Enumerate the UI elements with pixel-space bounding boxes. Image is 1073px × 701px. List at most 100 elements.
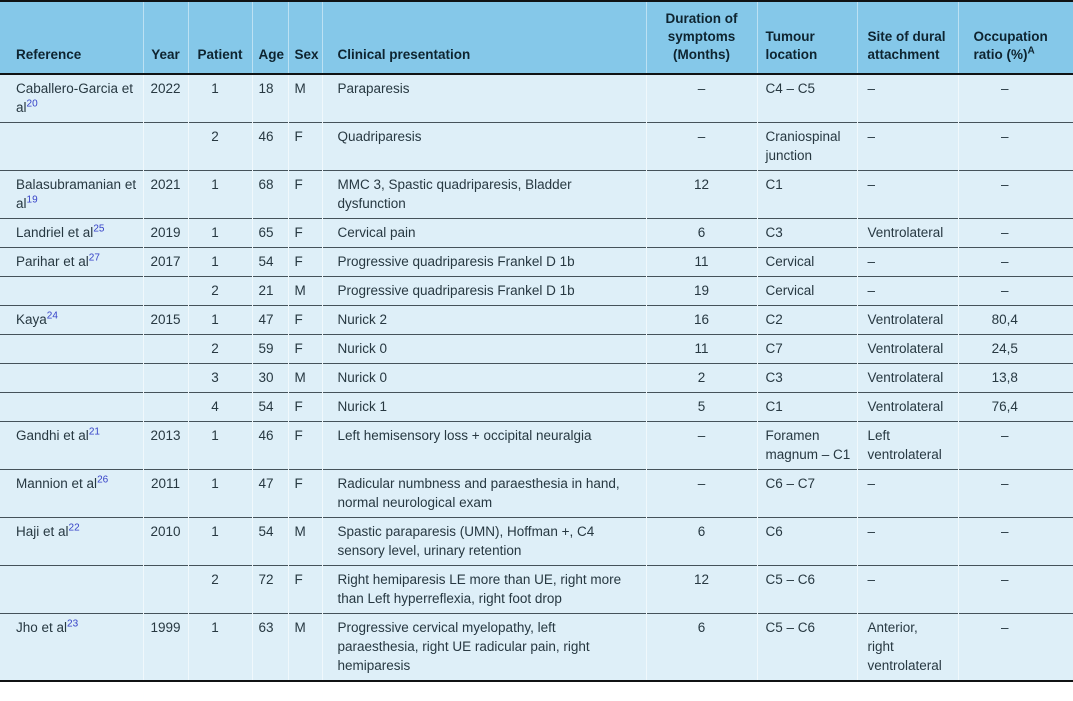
cell-patient: 1 bbox=[187, 421, 252, 470]
cell-age: 30 bbox=[251, 363, 288, 393]
cell-sex: F bbox=[287, 469, 322, 518]
reference-text: Landriel et al bbox=[16, 225, 94, 240]
table-row: Haji et al22 2010 1 54 M Spastic parapar… bbox=[0, 517, 1073, 566]
citation-link[interactable]: 22 bbox=[68, 522, 80, 534]
cell-duration: 11 bbox=[645, 247, 757, 277]
cell-reference: Haji et al22 bbox=[0, 517, 143, 566]
cell-patient: 2 bbox=[187, 122, 252, 171]
header-row: Reference Year Patient Age Sex Clinical … bbox=[0, 1, 1073, 74]
cell-tumour-location: C6 – C7 bbox=[756, 469, 857, 518]
cell-year bbox=[142, 392, 188, 422]
cell-year: 2019 bbox=[142, 218, 188, 248]
cell-dural-attachment: – bbox=[856, 74, 958, 123]
cell-reference bbox=[0, 363, 143, 393]
cell-age: 46 bbox=[251, 421, 288, 470]
citation-link[interactable]: 26 bbox=[97, 474, 109, 486]
cell-year bbox=[142, 276, 188, 306]
col-header-clinical-presentation: Clinical presentation bbox=[321, 1, 646, 74]
cell-reference: Parihar et al27 bbox=[0, 247, 143, 277]
cell-sex: F bbox=[287, 421, 322, 470]
cell-patient: 3 bbox=[187, 363, 252, 393]
cell-duration: 16 bbox=[645, 305, 757, 335]
cell-age: 63 bbox=[251, 613, 288, 681]
cell-age: 54 bbox=[251, 392, 288, 422]
cell-age: 21 bbox=[251, 276, 288, 306]
paper-table-page: Reference Year Patient Age Sex Clinical … bbox=[0, 0, 1073, 682]
cell-reference bbox=[0, 122, 143, 171]
cell-patient: 4 bbox=[187, 392, 252, 422]
table-body: Caballero-Garcia et al20 2022 1 18 M Par… bbox=[0, 74, 1073, 681]
cell-year: 2013 bbox=[142, 421, 188, 470]
cell-tumour-location: C1 bbox=[756, 170, 857, 219]
cell-reference bbox=[0, 334, 143, 364]
cell-sex: M bbox=[287, 74, 322, 123]
case-series-table: Reference Year Patient Age Sex Clinical … bbox=[0, 0, 1073, 682]
cell-tumour-location: C3 bbox=[756, 218, 857, 248]
citation-link[interactable]: 25 bbox=[93, 223, 105, 235]
cell-occupation-ratio: – bbox=[957, 613, 1073, 681]
cell-dural-attachment: Ventrolateral bbox=[856, 334, 958, 364]
col-header-dural-attachment: Site of dural attachment bbox=[856, 1, 958, 74]
cell-reference: Caballero-Garcia et al20 bbox=[0, 74, 143, 123]
cell-duration: 19 bbox=[645, 276, 757, 306]
cell-sex: F bbox=[287, 247, 322, 277]
table-row: 2 59 F Nurick 0 11 C7 Ventrolateral 24,5 bbox=[0, 334, 1073, 364]
cell-dural-attachment: Ventrolateral bbox=[856, 305, 958, 335]
cell-sex: F bbox=[287, 305, 322, 335]
reference-text: Parihar et al bbox=[16, 254, 89, 269]
citation-link[interactable]: 23 bbox=[67, 618, 79, 630]
citation-link[interactable]: 24 bbox=[46, 310, 58, 322]
cell-reference: Kaya24 bbox=[0, 305, 143, 335]
cell-age: 47 bbox=[251, 305, 288, 335]
cell-occupation-ratio: 13,8 bbox=[957, 363, 1073, 393]
cell-clinical-presentation: Right hemiparesis LE more than UE, right… bbox=[321, 565, 646, 614]
col-header-patient: Patient bbox=[187, 1, 252, 74]
cell-duration: 11 bbox=[645, 334, 757, 364]
cell-clinical-presentation: Left hemisensory loss + occipital neural… bbox=[321, 421, 646, 470]
cell-year bbox=[142, 122, 188, 171]
cell-tumour-location: Cervical bbox=[756, 247, 857, 277]
cell-occupation-ratio: – bbox=[957, 218, 1073, 248]
cell-patient: 1 bbox=[187, 247, 252, 277]
cell-year: 2021 bbox=[142, 170, 188, 219]
cell-occupation-ratio: 76,4 bbox=[957, 392, 1073, 422]
cell-duration: 12 bbox=[645, 565, 757, 614]
cell-dural-attachment: Left ventrolateral bbox=[856, 421, 958, 470]
cell-age: 54 bbox=[251, 247, 288, 277]
table-row: Kaya24 2015 1 47 F Nurick 2 16 C2 Ventro… bbox=[0, 305, 1073, 335]
cell-dural-attachment: – bbox=[856, 122, 958, 171]
cell-dural-attachment: Anterior, right ventrolateral bbox=[856, 613, 958, 681]
table-row: 2 21 M Progressive quadriparesis Frankel… bbox=[0, 276, 1073, 306]
cell-tumour-location: C1 bbox=[756, 392, 857, 422]
cell-clinical-presentation: MMC 3, Spastic quadriparesis, Bladder dy… bbox=[321, 170, 646, 219]
table-row: Caballero-Garcia et al20 2022 1 18 M Par… bbox=[0, 74, 1073, 123]
citation-link[interactable]: 21 bbox=[88, 426, 100, 438]
cell-occupation-ratio: – bbox=[957, 276, 1073, 306]
cell-duration: 6 bbox=[645, 613, 757, 681]
cell-occupation-ratio: – bbox=[957, 122, 1073, 171]
reference-text: Jho et al bbox=[16, 620, 68, 635]
col-header-sex: Sex bbox=[287, 1, 322, 74]
col-header-age: Age bbox=[251, 1, 288, 74]
reference-text: Balasubramanian et al bbox=[16, 177, 137, 211]
citation-link[interactable]: 20 bbox=[26, 98, 38, 110]
cell-duration: – bbox=[645, 122, 757, 171]
cell-duration: 6 bbox=[645, 218, 757, 248]
cell-reference: Gandhi et al21 bbox=[0, 421, 143, 470]
citation-link[interactable]: 27 bbox=[88, 252, 100, 264]
citation-link[interactable]: 19 bbox=[26, 194, 38, 206]
cell-reference bbox=[0, 276, 143, 306]
cell-clinical-presentation: Progressive quadriparesis Frankel D 1b bbox=[321, 247, 646, 277]
cell-sex: F bbox=[287, 170, 322, 219]
cell-patient: 1 bbox=[187, 218, 252, 248]
cell-clinical-presentation: Radicular numbness and paraesthesia in h… bbox=[321, 469, 646, 518]
cell-reference bbox=[0, 565, 143, 614]
cell-dural-attachment: Ventrolateral bbox=[856, 392, 958, 422]
cell-dural-attachment: – bbox=[856, 247, 958, 277]
table-row: 2 72 F Right hemiparesis LE more than UE… bbox=[0, 565, 1073, 614]
cell-age: 68 bbox=[251, 170, 288, 219]
cell-patient: 1 bbox=[187, 517, 252, 566]
table-row: 3 30 M Nurick 0 2 C3 Ventrolateral 13,8 bbox=[0, 363, 1073, 393]
cell-duration: 6 bbox=[645, 517, 757, 566]
table-row: Gandhi et al21 2013 1 46 F Left hemisens… bbox=[0, 421, 1073, 470]
